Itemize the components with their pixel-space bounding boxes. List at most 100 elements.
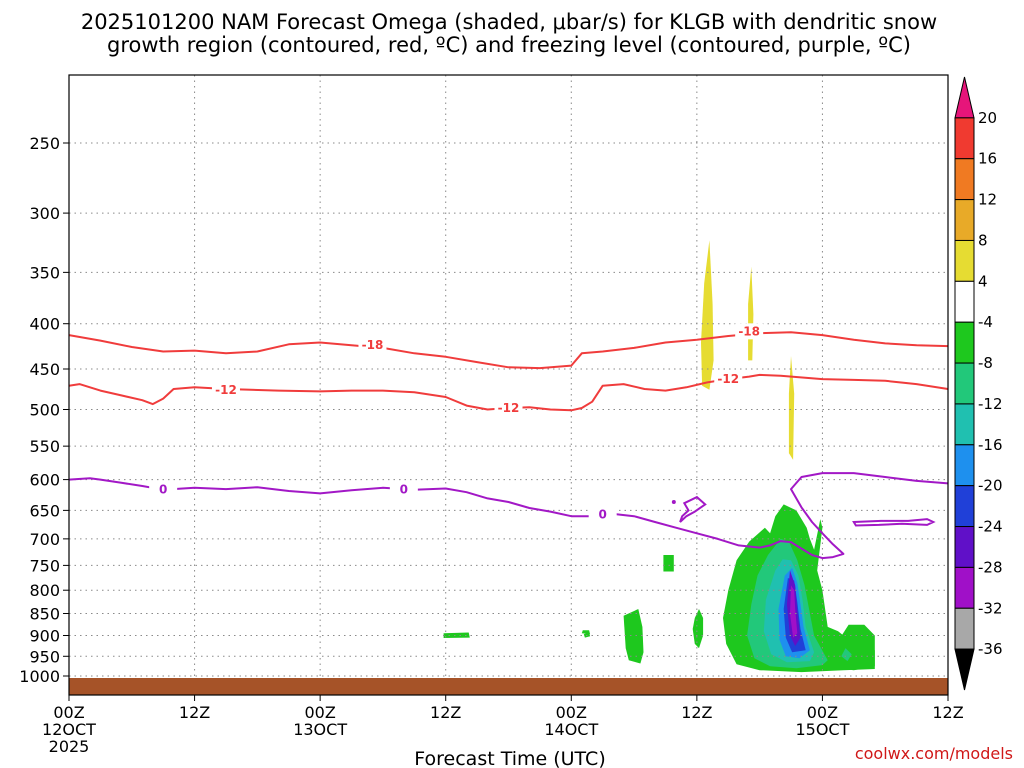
omega-negative-region bbox=[841, 648, 852, 662]
y-tick-label: 900 bbox=[29, 626, 60, 645]
colorbar-band bbox=[954, 444, 975, 487]
x-tick-label: 12Z bbox=[430, 703, 461, 722]
x-tick-label: 00Z bbox=[53, 703, 84, 722]
contour-label-bg bbox=[211, 381, 240, 398]
colorbar-band bbox=[954, 403, 975, 446]
x-tick-label: 12Z bbox=[179, 703, 210, 722]
colorbar-label: -32 bbox=[978, 599, 1003, 617]
omega-negative-region bbox=[663, 555, 674, 572]
y-tick-label: 350 bbox=[29, 263, 60, 282]
temperature-contours: -18 -18 -12 -12 -12 0 0 0 bbox=[68, 323, 949, 560]
y-tick-label: 250 bbox=[29, 134, 60, 153]
colorbar-label: -8 bbox=[978, 354, 993, 372]
contour-label-bg bbox=[358, 337, 387, 354]
x-tick-label: 00Z bbox=[807, 703, 838, 722]
colorbar-band bbox=[954, 239, 975, 282]
contour-label: -12 bbox=[215, 383, 237, 397]
y-tick-label: 950 bbox=[29, 647, 60, 666]
contour-line bbox=[68, 373, 949, 412]
y-tick-label: 400 bbox=[29, 315, 60, 334]
x-tick-label: 12OCT bbox=[42, 720, 96, 739]
colorbar-label: 20 bbox=[978, 109, 997, 127]
colorbar-label: 8 bbox=[978, 231, 988, 249]
colorbar: 20 16 12 8 4 -4 -8 -12 -16 -20 -24 -28 -32 -36 bbox=[954, 76, 1003, 691]
contour-label: 0 bbox=[159, 483, 167, 497]
contour-label-bg bbox=[588, 506, 617, 523]
chart-title-line-1: 2025101200 NAM Forecast Omega (shaded, μ… bbox=[81, 10, 937, 34]
colorbar-label: -28 bbox=[978, 558, 1003, 576]
y-tick-label: 450 bbox=[29, 360, 60, 379]
x-tick-label: 12Z bbox=[681, 703, 712, 722]
y-tick-label: 550 bbox=[29, 437, 60, 456]
contour-label: -12 bbox=[717, 372, 739, 386]
y-tick-label: 600 bbox=[29, 471, 60, 490]
y-tick-label: 750 bbox=[29, 556, 60, 575]
y-tick-label: 500 bbox=[29, 401, 60, 420]
omega-negative-region bbox=[832, 624, 875, 671]
colorbar-band bbox=[954, 199, 975, 241]
contour-label-bg bbox=[735, 323, 764, 340]
contour-label-bg bbox=[714, 371, 743, 388]
colorbar-label: 16 bbox=[978, 150, 997, 168]
chart-title-line-2: growth region (contoured, red, ºC) and f… bbox=[107, 33, 911, 57]
contour-label: 0 bbox=[400, 483, 408, 497]
contour-label-bg bbox=[149, 481, 178, 498]
contour-line bbox=[68, 331, 949, 370]
colorbar-band bbox=[954, 526, 975, 568]
colorbar-band bbox=[954, 280, 975, 323]
contour-dot bbox=[671, 500, 676, 505]
terrain-ground bbox=[69, 678, 948, 695]
contour-label: 0 bbox=[598, 507, 606, 521]
x-tick-label: 14OCT bbox=[544, 720, 598, 739]
colorbar-band bbox=[954, 321, 975, 364]
x-tick-label: 00Z bbox=[556, 703, 587, 722]
colorbar-band bbox=[954, 117, 975, 160]
grid-lines bbox=[69, 75, 948, 695]
colorbar-band bbox=[954, 485, 975, 528]
colorbar-band bbox=[954, 362, 975, 405]
colorbar-label: -36 bbox=[978, 640, 1003, 658]
plot-area: -18 -18 -12 -12 -12 0 0 0 bbox=[68, 74, 949, 696]
omega-positive-region bbox=[701, 240, 714, 390]
omega-positive-region bbox=[788, 356, 795, 460]
colorbar-band bbox=[954, 158, 975, 201]
colorbar-band bbox=[954, 76, 975, 119]
contour-line bbox=[852, 518, 936, 527]
colorbar-band bbox=[954, 648, 975, 691]
colorbar-label: 12 bbox=[978, 191, 997, 209]
y-tick-label: 700 bbox=[29, 530, 60, 549]
contour-label: -12 bbox=[498, 401, 520, 415]
omega-negative-region bbox=[623, 609, 644, 664]
x-tick-label: 12Z bbox=[932, 703, 963, 722]
colorbar-label: -20 bbox=[978, 477, 1003, 495]
plot-frame bbox=[68, 74, 949, 696]
contour-line bbox=[68, 472, 949, 560]
contour-label-bg bbox=[494, 399, 523, 416]
contour-line bbox=[679, 495, 707, 523]
y-tick-label: 300 bbox=[29, 204, 60, 223]
y-tick-label: 800 bbox=[29, 581, 60, 600]
x-tick-label: 13OCT bbox=[293, 720, 347, 739]
y-tick-label: 1000 bbox=[19, 667, 60, 686]
omega-shading bbox=[443, 240, 875, 673]
y-tick-label: 650 bbox=[29, 501, 60, 520]
omega-negative-region bbox=[692, 609, 704, 649]
y-axis: 250 300 350 400 450 500 550 600 650 700 750 800 850 9… bbox=[19, 134, 69, 686]
x-tick-label: 00Z bbox=[304, 703, 335, 722]
colorbar-band bbox=[954, 566, 975, 609]
contour-label: -18 bbox=[738, 324, 760, 338]
colorbar-label: -16 bbox=[978, 436, 1003, 454]
x-tick-label: 2025 bbox=[49, 737, 90, 756]
credit-text: coolwx.com/models bbox=[855, 744, 1013, 763]
y-tick-label: 850 bbox=[29, 605, 60, 624]
colorbar-band bbox=[954, 607, 975, 650]
colorbar-label: 4 bbox=[978, 272, 988, 290]
colorbar-label: -24 bbox=[978, 518, 1003, 536]
contour-label: -18 bbox=[362, 338, 384, 352]
x-axis-label: Forecast Time (UTC) bbox=[414, 748, 605, 768]
colorbar-label: -4 bbox=[978, 313, 993, 331]
x-tick-label: 15OCT bbox=[795, 720, 849, 739]
colorbar-label: -12 bbox=[978, 395, 1003, 413]
